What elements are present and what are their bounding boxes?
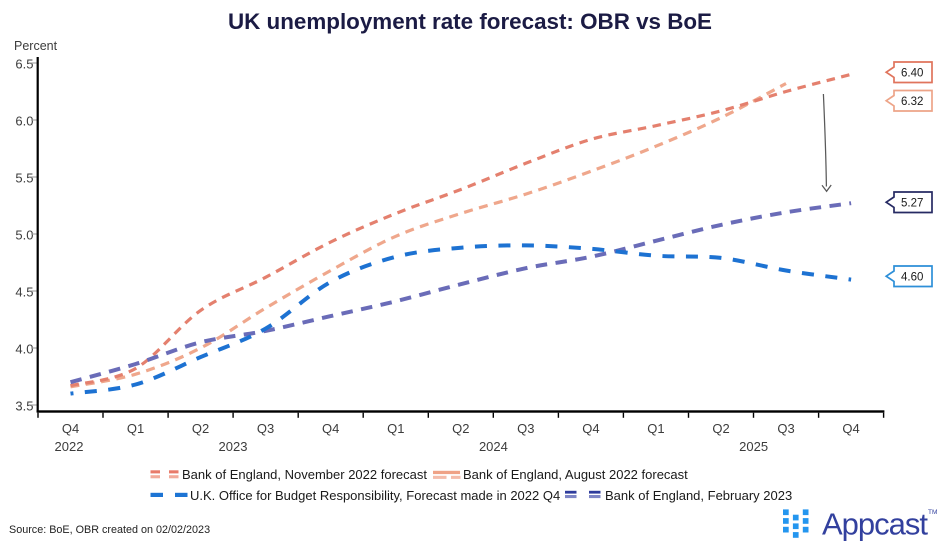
svg-text:Source: BoE, OBR created on 02: Source: BoE, OBR created on 02/02/2023 bbox=[9, 524, 210, 536]
svg-text:5.5: 5.5 bbox=[15, 171, 33, 186]
svg-text:2024: 2024 bbox=[479, 439, 508, 454]
svg-text:U.K. Office for Budget Respons: U.K. Office for Budget Responsibility, F… bbox=[190, 488, 560, 503]
svg-text:Q2: Q2 bbox=[452, 421, 469, 436]
svg-text:6.40: 6.40 bbox=[901, 67, 923, 79]
svg-text:Q1: Q1 bbox=[127, 421, 144, 436]
svg-text:2023: 2023 bbox=[219, 439, 248, 454]
svg-text:6.32: 6.32 bbox=[901, 96, 923, 108]
svg-text:Percent: Percent bbox=[14, 39, 58, 53]
svg-text:Q2: Q2 bbox=[192, 421, 209, 436]
svg-text:Q4: Q4 bbox=[62, 421, 79, 436]
svg-text:Q4: Q4 bbox=[842, 421, 859, 436]
svg-text:2025: 2025 bbox=[739, 439, 768, 454]
svg-text:Appcast: Appcast bbox=[822, 507, 928, 542]
svg-text:Q3: Q3 bbox=[777, 421, 794, 436]
svg-text:4.0: 4.0 bbox=[15, 342, 33, 357]
svg-text:3.5: 3.5 bbox=[15, 399, 33, 414]
svg-text:4.5: 4.5 bbox=[15, 285, 33, 300]
svg-text:Q4: Q4 bbox=[322, 421, 339, 436]
svg-text:5.0: 5.0 bbox=[15, 228, 33, 243]
svg-text:Q2: Q2 bbox=[712, 421, 729, 436]
svg-text:6.0: 6.0 bbox=[15, 114, 33, 129]
svg-text:TM: TM bbox=[928, 509, 937, 516]
svg-text:5.27: 5.27 bbox=[901, 197, 923, 209]
svg-text:4.60: 4.60 bbox=[901, 271, 923, 283]
svg-text:Q1: Q1 bbox=[647, 421, 664, 436]
svg-text:Bank of England, February 2023: Bank of England, February 2023 bbox=[605, 488, 792, 503]
svg-text:6.5: 6.5 bbox=[15, 57, 33, 72]
svg-text:Q4: Q4 bbox=[582, 421, 599, 436]
svg-text:Q3: Q3 bbox=[517, 421, 534, 436]
svg-text:Q1: Q1 bbox=[387, 421, 404, 436]
svg-text:UK unemployment rate forecast:: UK unemployment rate forecast: OBR vs Bo… bbox=[228, 9, 712, 34]
svg-text:Q3: Q3 bbox=[257, 421, 274, 436]
svg-text:Bank of England, November 2022: Bank of England, November 2022 forecast bbox=[182, 467, 427, 482]
svg-text:2022: 2022 bbox=[55, 439, 84, 454]
svg-text:Bank of England, August 2022 f: Bank of England, August 2022 forecast bbox=[463, 467, 688, 482]
